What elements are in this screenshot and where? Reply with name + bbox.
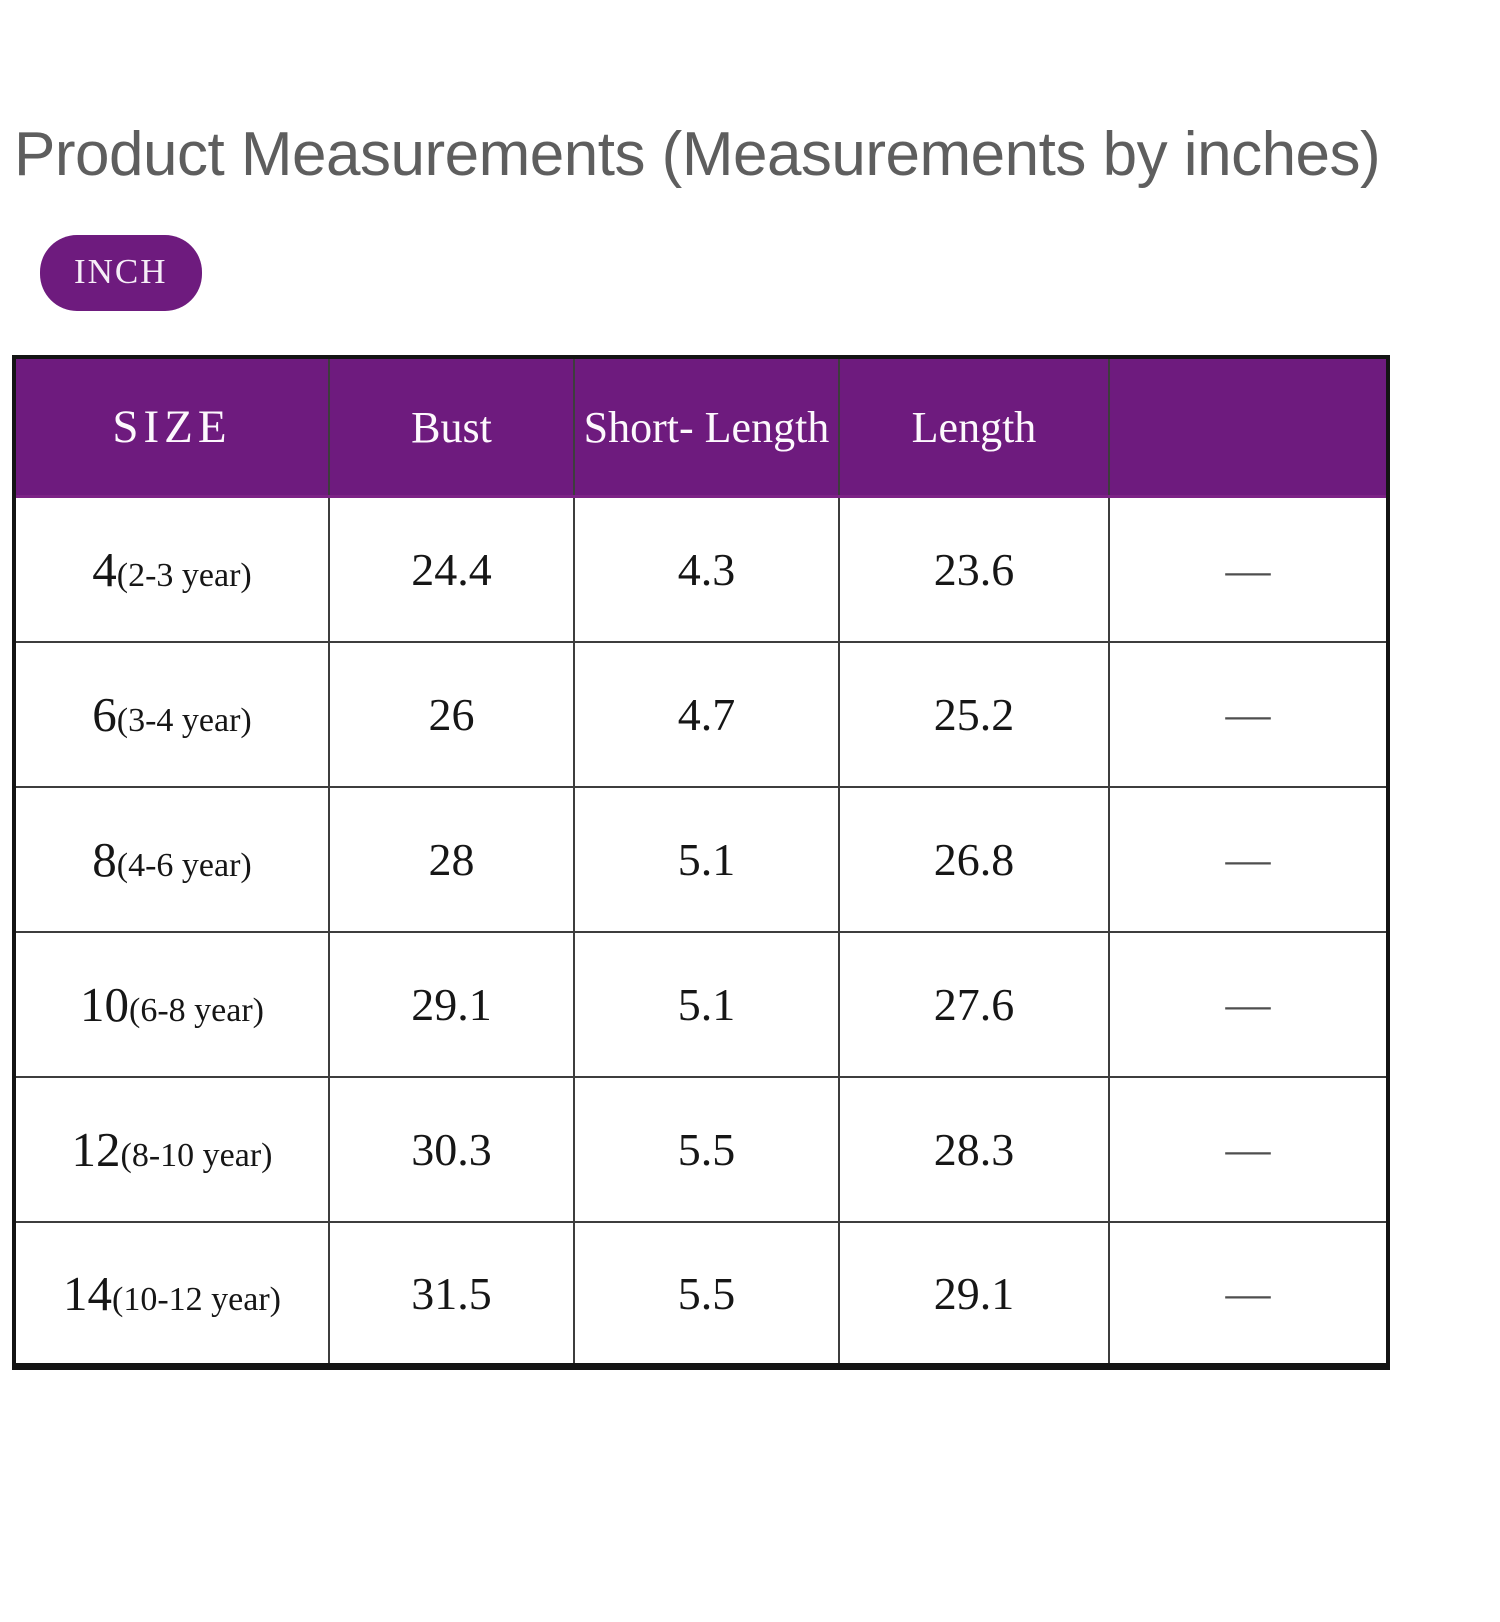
size-value: 12 (71, 1121, 121, 1177)
size-cell: 8(4-6 year) (13, 785, 330, 933)
size-cell: 10(6-8 year) (13, 930, 330, 1078)
column-header-length: Length (838, 355, 1110, 499)
unit-toggle-button[interactable]: INCH (40, 234, 202, 311)
table-row: 4(2-3 year) 24.4 4.3 23.6 — (13, 495, 1389, 643)
bust-cell: 29.1 (328, 930, 575, 1078)
size-cell: 14(10-12 year) (13, 1220, 330, 1368)
length-cell: 28.3 (838, 1075, 1110, 1223)
size-value: 6 (92, 686, 117, 742)
age-range: (2-3 year) (116, 557, 252, 595)
table-row: 10(6-8 year) 29.1 5.1 27.6 — (13, 930, 1389, 1078)
length-cell: 29.1 (838, 1220, 1110, 1368)
length-cell: 27.6 (838, 930, 1110, 1078)
length-cell: 23.6 (838, 495, 1110, 643)
length-cell: 26.8 (838, 785, 1110, 933)
column-header-size: SIZE (13, 355, 330, 499)
column-header-bust: Bust (328, 355, 575, 499)
size-cell: 4(2-3 year) (13, 495, 330, 643)
size-value: 4 (92, 542, 117, 598)
bust-cell: 31.5 (328, 1220, 575, 1368)
bust-cell: 30.3 (328, 1075, 575, 1223)
table-row: 8(4-6 year) 28 5.1 26.8 — (13, 785, 1389, 933)
empty-measure-cell: — (1108, 495, 1389, 643)
age-range: (3-4 year) (116, 701, 252, 739)
column-header-blank (1108, 355, 1389, 499)
table-body: 4(2-3 year) 24.4 4.3 23.6 — 6(3-4 year) … (13, 495, 1389, 1368)
age-range: (4-6 year) (116, 846, 252, 884)
table-row: 6(3-4 year) 26 4.7 25.2 — (13, 640, 1389, 788)
column-header-short-length: Short- Length (573, 355, 840, 499)
table-header: SIZE Bust Short- Length Length (13, 355, 1389, 499)
empty-measure-cell: — (1108, 785, 1389, 933)
short-length-cell: 4.3 (573, 495, 840, 643)
size-cell: 12(8-10 year) (13, 1075, 330, 1223)
empty-measure-cell: — (1108, 640, 1389, 788)
empty-measure-cell: — (1108, 930, 1389, 1078)
size-cell: 6(3-4 year) (13, 640, 330, 788)
age-range: (10-12 year) (112, 1280, 281, 1318)
header-row: SIZE Bust Short- Length Length (13, 355, 1389, 499)
page-title: Product Measurements (Measurements by in… (14, 120, 1381, 189)
short-length-cell: 5.1 (573, 930, 840, 1078)
measurements-table: SIZE Bust Short- Length Length 4(2-3 yea… (12, 354, 1390, 1371)
short-length-cell: 5.5 (573, 1220, 840, 1368)
length-cell: 25.2 (838, 640, 1110, 788)
bust-cell: 24.4 (328, 495, 575, 643)
size-value: 8 (92, 831, 117, 887)
size-chart-page: Product Measurements (Measurements by in… (0, 120, 1500, 1371)
age-range: (8-10 year) (120, 1136, 273, 1174)
short-length-cell: 5.5 (573, 1075, 840, 1223)
table-row: 12(8-10 year) 30.3 5.5 28.3 — (13, 1075, 1389, 1223)
table-row: 14(10-12 year) 31.5 5.5 29.1 — (13, 1220, 1389, 1368)
empty-measure-cell: — (1108, 1075, 1389, 1223)
bust-cell: 28 (328, 785, 575, 933)
size-value: 14 (63, 1265, 112, 1321)
age-range: (6-8 year) (129, 991, 264, 1029)
size-value: 10 (80, 976, 129, 1032)
empty-measure-cell: — (1108, 1220, 1389, 1368)
bust-cell: 26 (328, 640, 575, 788)
short-length-cell: 4.7 (573, 640, 840, 788)
short-length-cell: 5.1 (573, 785, 840, 933)
